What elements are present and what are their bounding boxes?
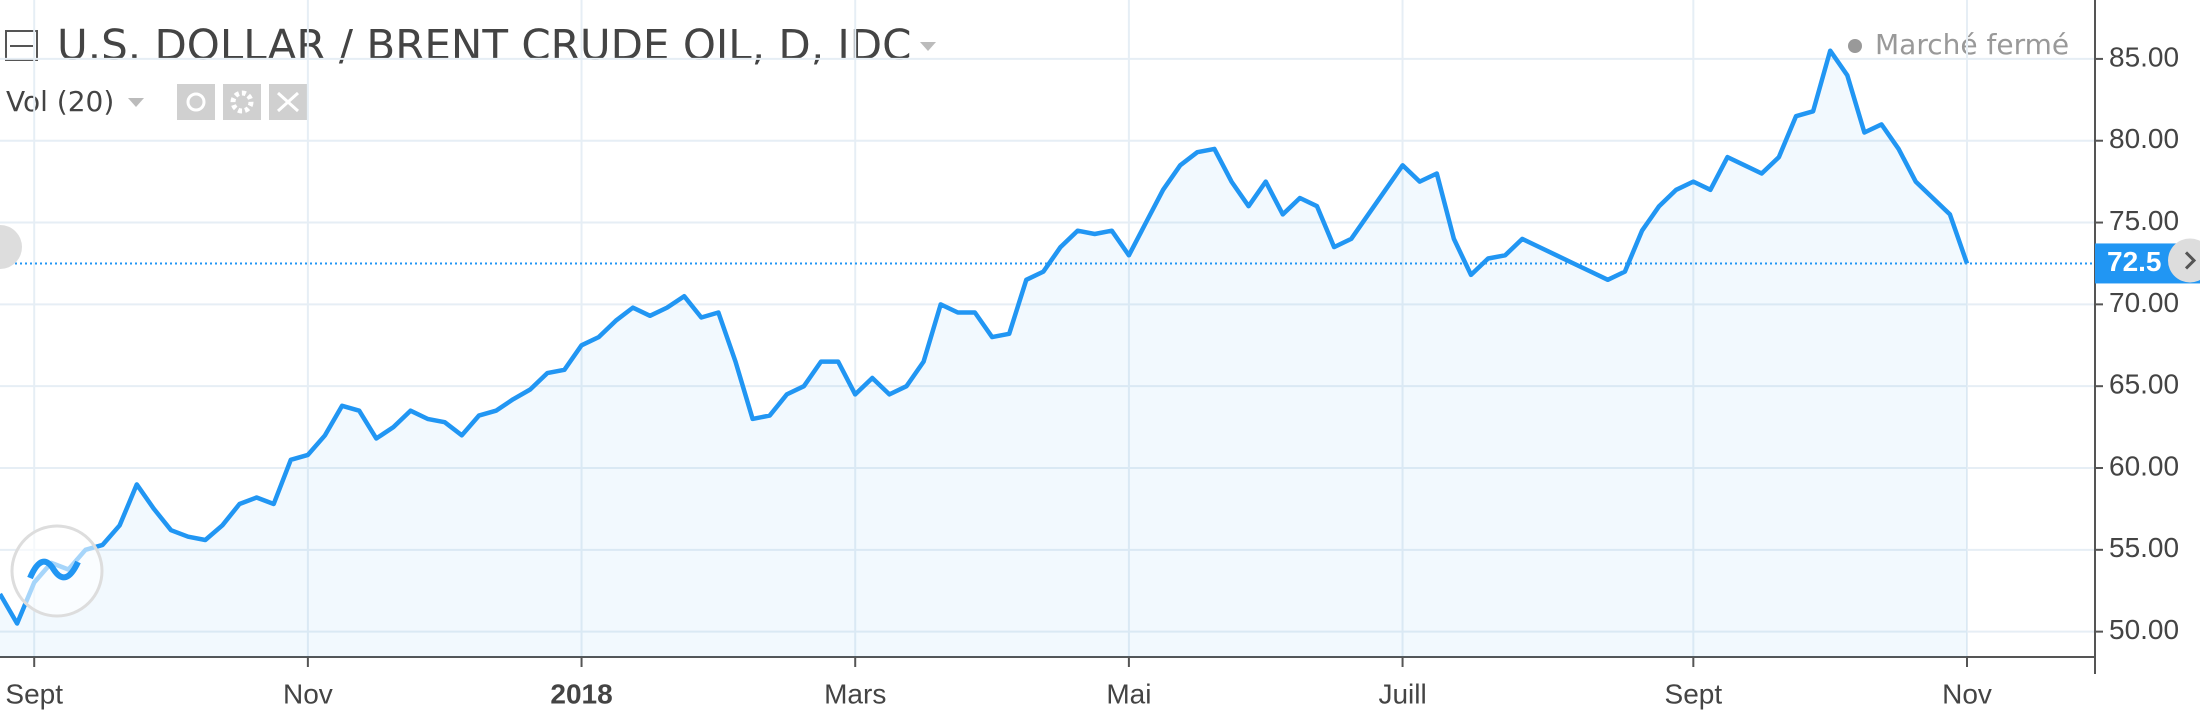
plot-area: 50.00 55.00 60.00 65.00 70.00 75.00 80.00 85.00… — [0, 0, 2200, 709]
scroll-left-button[interactable] — [0, 225, 22, 269]
chart-title: U.S. DOLLAR / BRENT CRUDE OIL, D, IDC — [57, 21, 911, 70]
indicator-dropdown[interactable] — [128, 98, 144, 107]
title-dropdown[interactable] — [920, 42, 936, 51]
y-tick-label: 70.00 — [2109, 287, 2179, 318]
x-tick-label: Juill — [1378, 678, 1426, 709]
scroll-right-button[interactable] — [2168, 238, 2200, 283]
x-tick-label: Sept — [1665, 678, 1723, 709]
x-tick-label: Mars — [824, 678, 886, 709]
settings-button[interactable] — [223, 84, 261, 120]
visibility-button[interactable] — [177, 84, 215, 120]
area-fill — [0, 50, 1967, 657]
x-tick-label: 2018 — [550, 678, 612, 709]
y-tick-label: 80.00 — [2109, 123, 2179, 154]
last-price-label: 72.5 — [2107, 246, 2162, 277]
price-line — [0, 48, 1970, 626]
market-status: Marché fermé — [1875, 28, 2069, 61]
y-tick-label: 65.00 — [2109, 369, 2179, 400]
x-tick-label: Nov — [283, 678, 333, 709]
status-dot — [1848, 39, 1862, 53]
gear-icon — [230, 90, 254, 114]
close-icon — [276, 91, 300, 113]
eye-icon — [186, 92, 206, 112]
y-tick-label: 75.00 — [2109, 205, 2179, 236]
x-tick-label: Nov — [1942, 678, 1992, 709]
indicator-label: Vol (20) — [6, 85, 114, 118]
y-tick-label: 60.00 — [2109, 450, 2179, 481]
x-tick-label: Mai — [1106, 678, 1151, 709]
logo-icon — [27, 558, 81, 581]
collapse-icon[interactable] — [5, 30, 38, 61]
y-tick-label: 50.00 — [2109, 614, 2179, 645]
scroll-right-arrow — [2184, 251, 2197, 270]
x-tick-label: Sept — [5, 678, 63, 709]
y-tick-label: 55.00 — [2109, 532, 2179, 563]
y-tick-label: 85.00 — [2109, 41, 2179, 72]
